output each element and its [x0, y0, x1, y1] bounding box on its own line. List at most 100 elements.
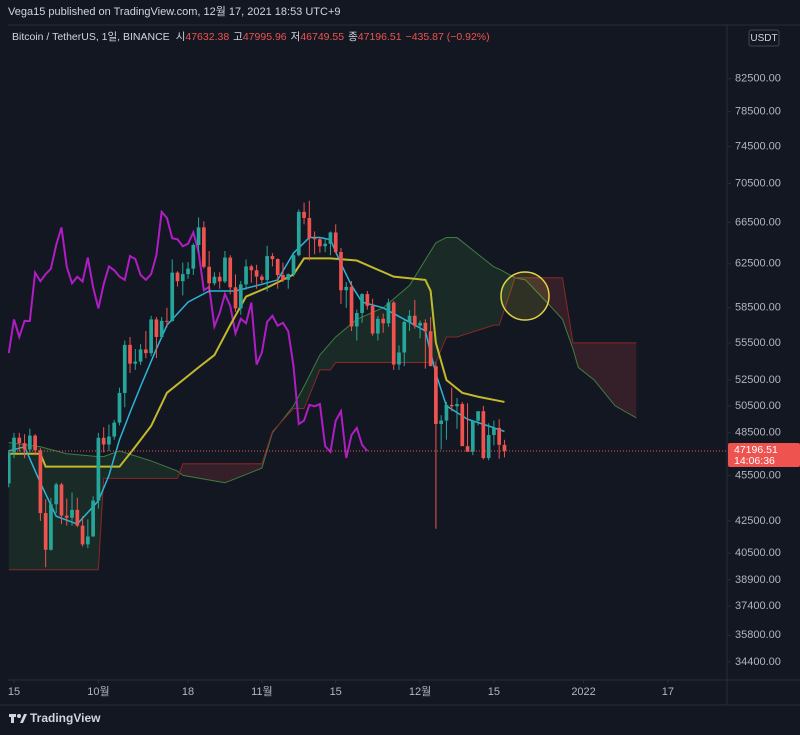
candle-body	[476, 411, 480, 421]
candle-body	[38, 450, 43, 514]
candle-body	[418, 322, 422, 326]
candle-body	[439, 420, 444, 424]
candle-body	[291, 255, 296, 275]
cloud-fill	[330, 336, 336, 370]
candle-body	[207, 266, 211, 284]
candle-body	[180, 274, 185, 282]
candle-body	[85, 536, 90, 545]
candle-body	[196, 227, 201, 245]
candle-body	[386, 302, 391, 324]
x-tick-label: 10월	[87, 685, 109, 698]
candle-body	[202, 227, 206, 267]
x-tick-label: 2022	[571, 686, 595, 698]
candle-body	[349, 286, 354, 327]
candle-body	[296, 211, 301, 256]
cloud-fill	[446, 237, 457, 337]
candle-body	[165, 320, 169, 322]
x-tick-label: 15	[488, 686, 500, 698]
y-tick-label: 42500.00	[735, 515, 781, 527]
candle-body	[318, 239, 322, 247]
candle-body	[70, 509, 74, 518]
y-tick-label: 70500.00	[735, 177, 781, 189]
y-tick-label: 34400.00	[735, 656, 781, 668]
candle-body	[402, 321, 407, 353]
cloud-fill	[615, 342, 637, 418]
cloud-fill	[304, 355, 320, 409]
candle-body	[212, 276, 217, 284]
x-tick-label: 15	[8, 686, 20, 698]
candle-body	[360, 294, 364, 313]
candle-body	[502, 444, 507, 452]
y-tick-label: 52500.00	[735, 374, 781, 386]
candle-body	[328, 232, 333, 244]
publish-info: Vega15 published on TradingView.com, 12월…	[8, 5, 341, 18]
footer-logo	[9, 714, 27, 723]
x-tick-label: 15	[330, 686, 342, 698]
y-tick-label: 50500.00	[735, 400, 781, 412]
candle-body	[159, 320, 164, 337]
candle-body	[43, 513, 48, 550]
candle-body	[191, 244, 196, 269]
cloud-fill	[8, 442, 41, 570]
y-tick-label: 74500.00	[735, 140, 781, 152]
candle-body	[12, 437, 16, 453]
legend-high: 47995.96	[243, 31, 287, 43]
legend-prefix: 고	[233, 31, 243, 43]
candle-body	[460, 404, 465, 447]
candle-body	[49, 504, 53, 550]
candle-body	[22, 443, 27, 450]
candle-body	[149, 319, 153, 354]
cloud-fill	[435, 237, 447, 363]
cloud-fill	[182, 463, 225, 483]
x-tick-label: 18	[182, 686, 194, 698]
currency-button[interactable]	[748, 29, 780, 47]
candle-body	[323, 243, 327, 247]
candle-body	[54, 484, 59, 505]
candle-body	[265, 256, 269, 280]
candle-body	[465, 446, 470, 452]
legend-prefix: 종	[348, 31, 358, 43]
candle-body	[75, 509, 80, 526]
legend-open: 47632.38	[185, 31, 229, 43]
x-tick-label: 17	[662, 686, 674, 698]
candle-body	[497, 427, 502, 445]
cloud-fill	[546, 277, 563, 320]
candle-body	[339, 251, 343, 291]
candle-body	[370, 305, 375, 334]
x-tick-label: 12월	[409, 685, 431, 698]
candle-body	[449, 404, 454, 407]
candle-body	[244, 266, 248, 285]
candle-body	[128, 344, 132, 364]
candle-body	[470, 420, 475, 452]
candle-body	[260, 276, 264, 280]
candle-body	[333, 232, 338, 252]
candle-body	[175, 272, 180, 282]
y-tick-label: 55500.00	[735, 337, 781, 349]
candle-body	[391, 302, 396, 365]
candle-body	[270, 256, 275, 260]
cloud-fill	[151, 460, 178, 479]
y-tick-label: 78500.00	[735, 106, 781, 118]
candle-body	[376, 318, 380, 334]
candle-body	[481, 411, 486, 459]
candle-body	[407, 315, 412, 322]
cloud-fill	[224, 463, 262, 483]
candle-body	[228, 257, 233, 288]
footer-brand: TradingView	[30, 711, 101, 725]
countdown: 14:06:36	[734, 455, 775, 467]
cloud-fill	[493, 266, 500, 326]
legend-low: 46749.55	[300, 31, 344, 43]
y-tick-label: 58500.00	[735, 302, 781, 314]
candle-body	[486, 435, 491, 459]
candle-body	[286, 274, 291, 280]
lagging-line	[8, 209, 369, 459]
candle-body	[59, 484, 64, 516]
candle-body	[238, 284, 243, 309]
candle-body	[281, 275, 285, 280]
y-tick-label: 38900.00	[735, 574, 781, 586]
legend-change: −435.87 (−0.92%)	[406, 31, 490, 43]
span-b-line	[8, 277, 637, 571]
y-tick-label: 62500.00	[735, 258, 781, 270]
legend-prefix: 저	[291, 31, 301, 43]
cloud-fill	[578, 342, 595, 380]
